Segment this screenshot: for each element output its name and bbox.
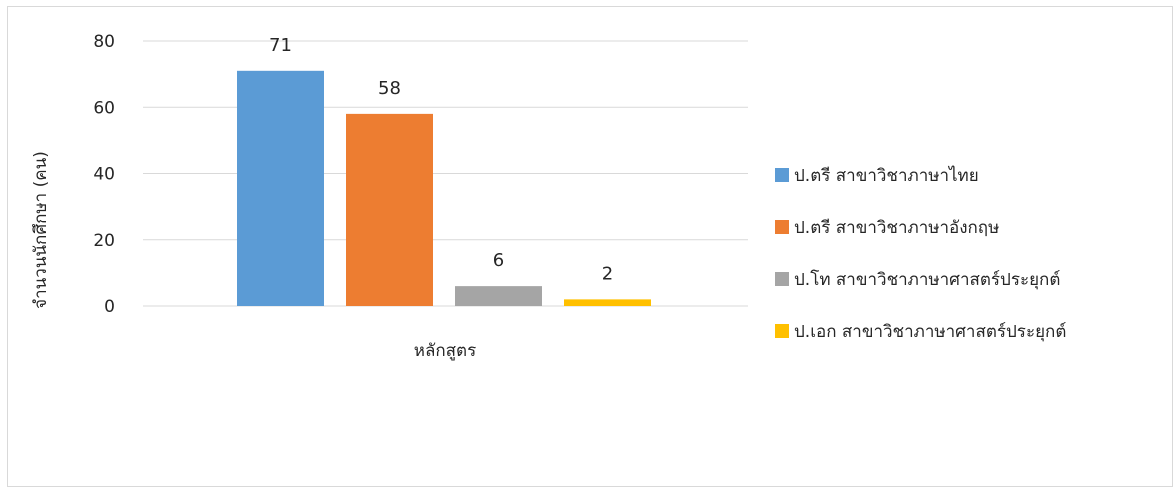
y-tick-label: 0 bbox=[104, 297, 115, 317]
data-label-series-1: 71 bbox=[269, 35, 292, 56]
y-axis-ticks: 0 20 40 60 80 bbox=[93, 32, 115, 317]
y-tick-label: 20 bbox=[93, 231, 115, 251]
x-axis-category-label: หลักสูตร bbox=[414, 341, 476, 361]
legend-swatch-series-3 bbox=[775, 272, 789, 286]
data-labels: 71 58 6 2 bbox=[269, 35, 613, 285]
bar-series-4 bbox=[564, 299, 651, 306]
y-tick-label: 80 bbox=[93, 32, 115, 52]
data-label-series-3: 6 bbox=[493, 250, 504, 271]
y-tick-label: 60 bbox=[93, 98, 115, 118]
gridlines bbox=[143, 40, 748, 307]
bar-series-2 bbox=[346, 113, 433, 306]
y-tick-label: 40 bbox=[93, 165, 115, 185]
legend-label-series-2: ป.ตรี สาขาวิชาภาษาอังกฤษ bbox=[794, 218, 999, 238]
data-label-series-2: 58 bbox=[378, 78, 401, 99]
bar-series-3 bbox=[455, 286, 542, 306]
legend-swatch-series-4 bbox=[775, 324, 789, 338]
legend-label-series-4: ป.เอก สาขาวิชาภาษาศาสตร์ประยุกต์ bbox=[794, 322, 1066, 342]
legend-swatch-series-1 bbox=[775, 168, 789, 182]
chart-frame bbox=[7, 6, 1173, 487]
bar-series-1 bbox=[237, 70, 324, 306]
data-label-series-4: 2 bbox=[602, 263, 613, 284]
legend-label-series-1: ป.ตรี สาขาวิชาภาษาไทย bbox=[794, 165, 979, 186]
legend-label-series-3: ป.โท สาขาวิชาภาษาศาสตร์ประยุกต์ bbox=[794, 269, 1060, 290]
legend-swatch-series-2 bbox=[775, 220, 789, 234]
y-axis-title: จำนวนนักศึกษา (คน) bbox=[31, 151, 51, 309]
bars bbox=[237, 70, 651, 306]
